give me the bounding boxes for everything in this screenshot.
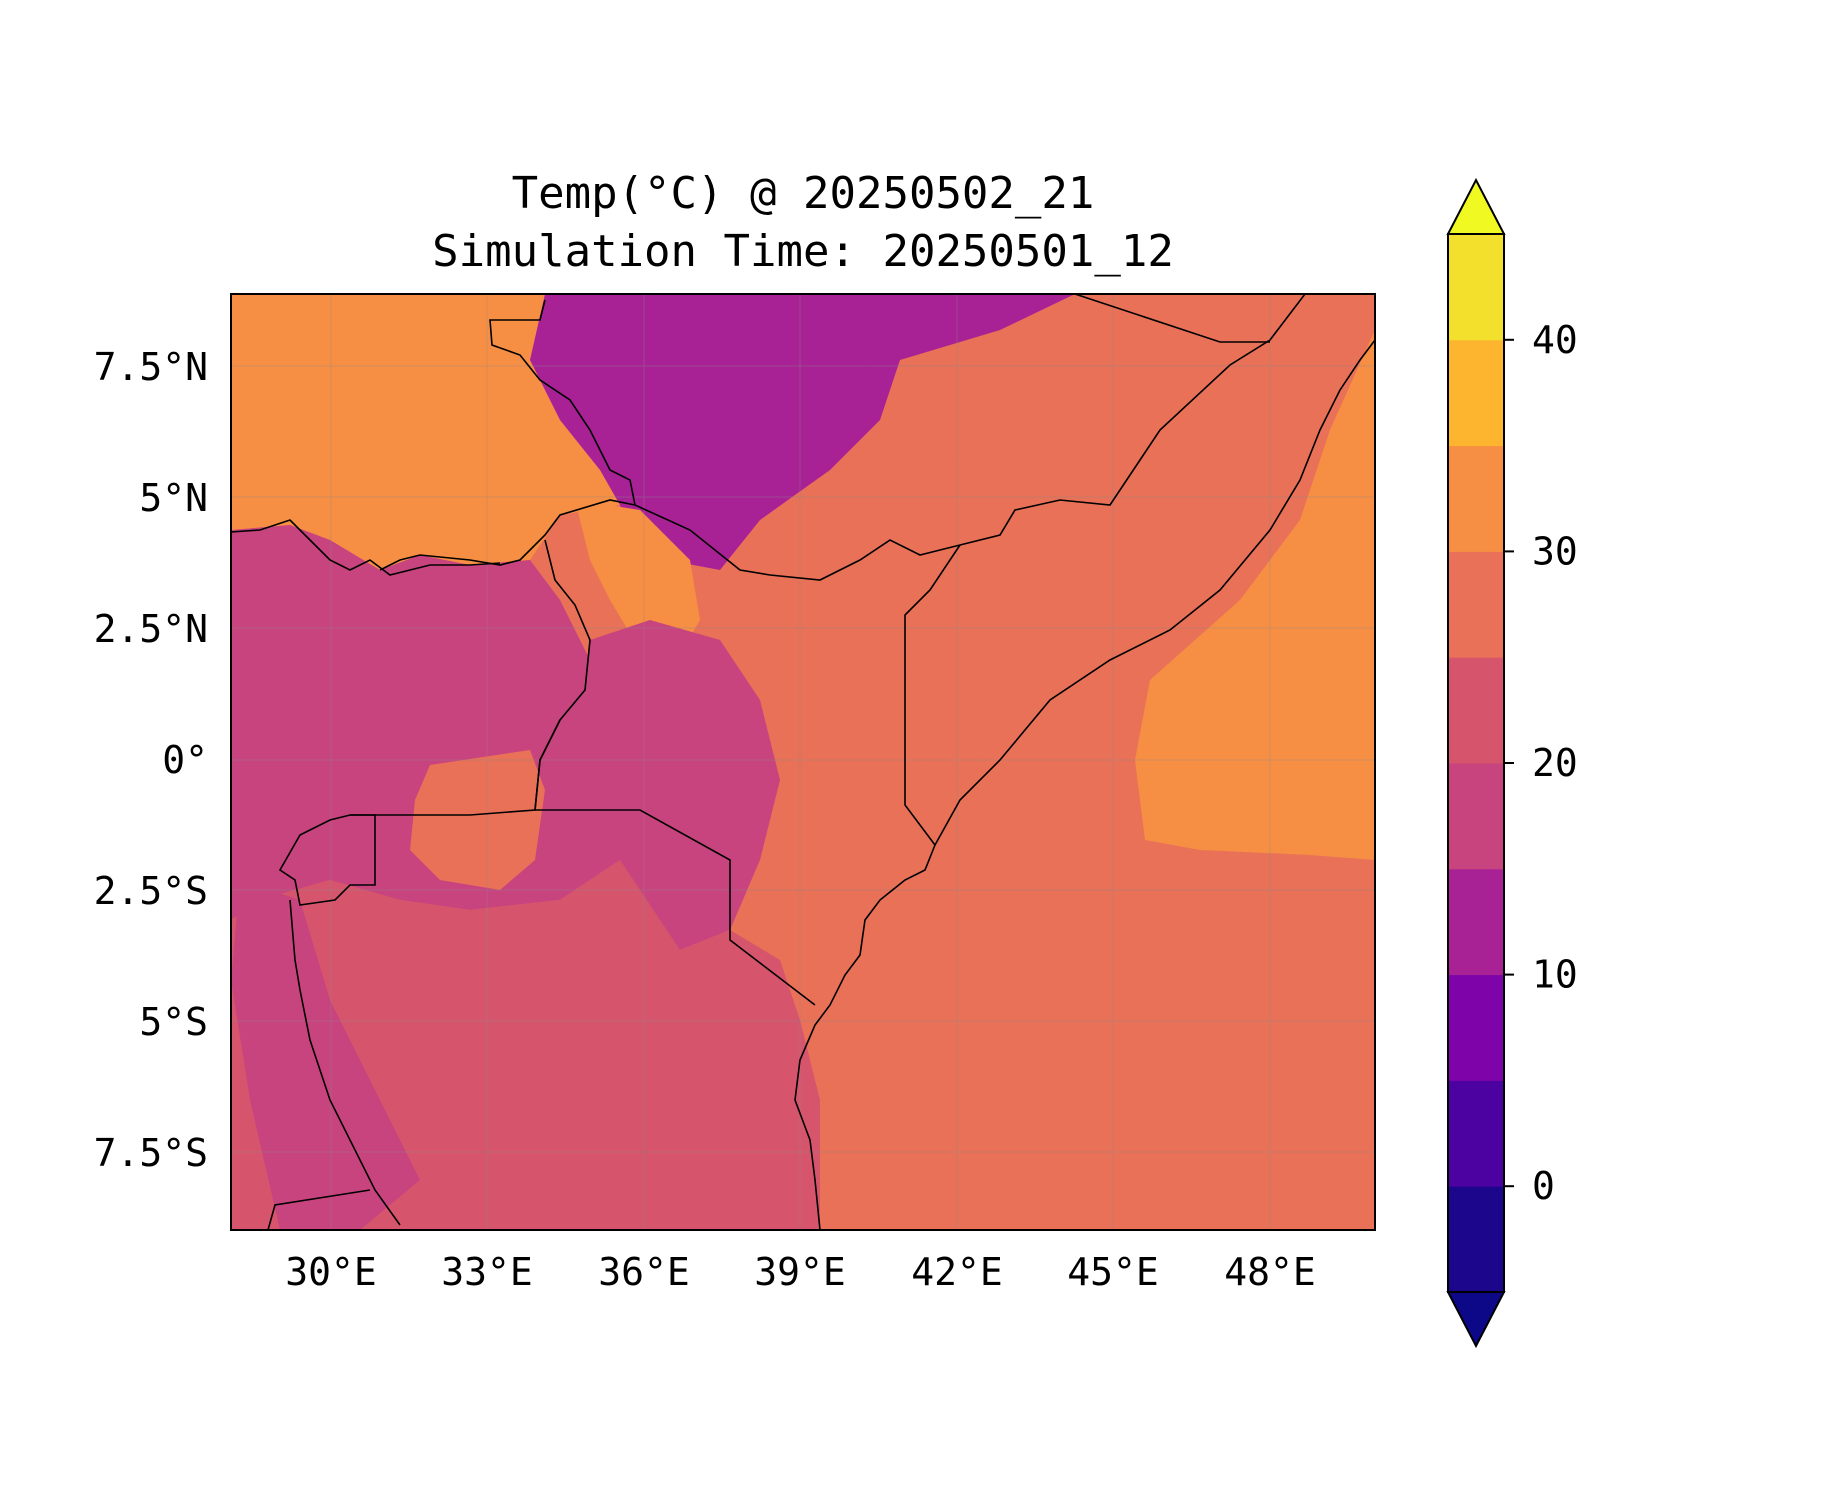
y-tick-label: 2.5°S xyxy=(94,869,208,913)
y-tick-label: 7.5°N xyxy=(94,345,208,389)
colorbar-band xyxy=(1448,974,1504,1081)
border-zambia-tanzania xyxy=(267,1189,371,1230)
colorbar-under-arrow xyxy=(1446,1291,1506,1349)
colorbar-band xyxy=(1448,339,1504,447)
border-ethiopia-somaliland xyxy=(1074,294,1270,343)
colorbar-band xyxy=(1448,1080,1504,1187)
y-tick-label: 0° xyxy=(162,738,208,782)
border-kenya-tanzania xyxy=(535,809,816,1006)
border-south-sudan-uganda xyxy=(231,519,501,576)
y-tick-label: 2.5°N xyxy=(94,607,208,651)
coastline-somalia xyxy=(934,339,1375,846)
border-ethiopia-somalia xyxy=(959,294,1306,546)
colorbar-over-arrow xyxy=(1446,177,1506,235)
colorbar: 0 10 20 30 40 xyxy=(1446,177,1578,1349)
x-tick-label: 45°E xyxy=(1067,1250,1159,1294)
map-gridlines xyxy=(231,294,1375,1230)
region-lake-victoria xyxy=(410,750,545,890)
x-tick-label: 42°E xyxy=(911,1250,1003,1294)
region-indian-ocean-warm-pool xyxy=(1135,330,1375,860)
y-tick-label: 5°S xyxy=(139,1000,208,1044)
colorbar-tick-label: 30 xyxy=(1532,529,1578,573)
border-south-sudan-ethiopia xyxy=(379,299,637,571)
colorbar-tick-label: 10 xyxy=(1532,953,1578,997)
colorbar-band xyxy=(1448,445,1504,552)
x-axis: 30°E 33°E 36°E 39°E 42°E 45°E 48°E xyxy=(285,1250,1316,1294)
region-rift-cool-west xyxy=(231,880,420,1230)
x-tick-label: 48°E xyxy=(1224,1250,1316,1294)
x-tick-label: 33°E xyxy=(441,1250,533,1294)
coastline-east-africa xyxy=(794,844,936,1230)
border-drc-tanzania xyxy=(289,899,401,1226)
country-borders xyxy=(231,294,1375,1230)
colorbar-band xyxy=(1448,234,1504,341)
map-title-line1: Temp(°C) @ 20250502_21 xyxy=(512,168,1095,219)
x-tick-label: 36°E xyxy=(598,1250,690,1294)
border-kenya-somalia xyxy=(904,544,961,846)
border-ethiopia-kenya xyxy=(634,504,961,581)
y-tick-label: 5°N xyxy=(139,476,208,520)
region-ethiopian-highlands-core xyxy=(690,300,870,470)
colorbar-band xyxy=(1448,551,1504,658)
y-axis: 7.5°N 5°N 2.5°N 0° 2.5°S 5°S 7.5°S xyxy=(94,345,208,1175)
x-tick-label: 39°E xyxy=(754,1250,846,1294)
region-somalia-lowlands xyxy=(900,294,1375,800)
colorbar-tick-label: 40 xyxy=(1532,318,1578,362)
lake-victoria-shore xyxy=(350,719,561,816)
map-title-line2: Simulation Time: 20250501_12 xyxy=(432,226,1174,277)
x-tick-label: 30°E xyxy=(285,1250,377,1294)
map-frame xyxy=(230,293,1376,1231)
border-rwanda-burundi xyxy=(278,814,376,906)
colorbar-band xyxy=(1448,1186,1504,1293)
colorbar-band xyxy=(1448,868,1504,976)
colorbar-band xyxy=(1448,763,1504,870)
colorbar-band xyxy=(1448,657,1504,764)
y-tick-label: 7.5°S xyxy=(94,1131,208,1175)
region-north-west-plains xyxy=(231,294,620,570)
colorbar-tick-label: 20 xyxy=(1532,741,1578,785)
colorbar-tick-label: 0 xyxy=(1532,1164,1555,1208)
map-panel xyxy=(231,294,1375,1230)
